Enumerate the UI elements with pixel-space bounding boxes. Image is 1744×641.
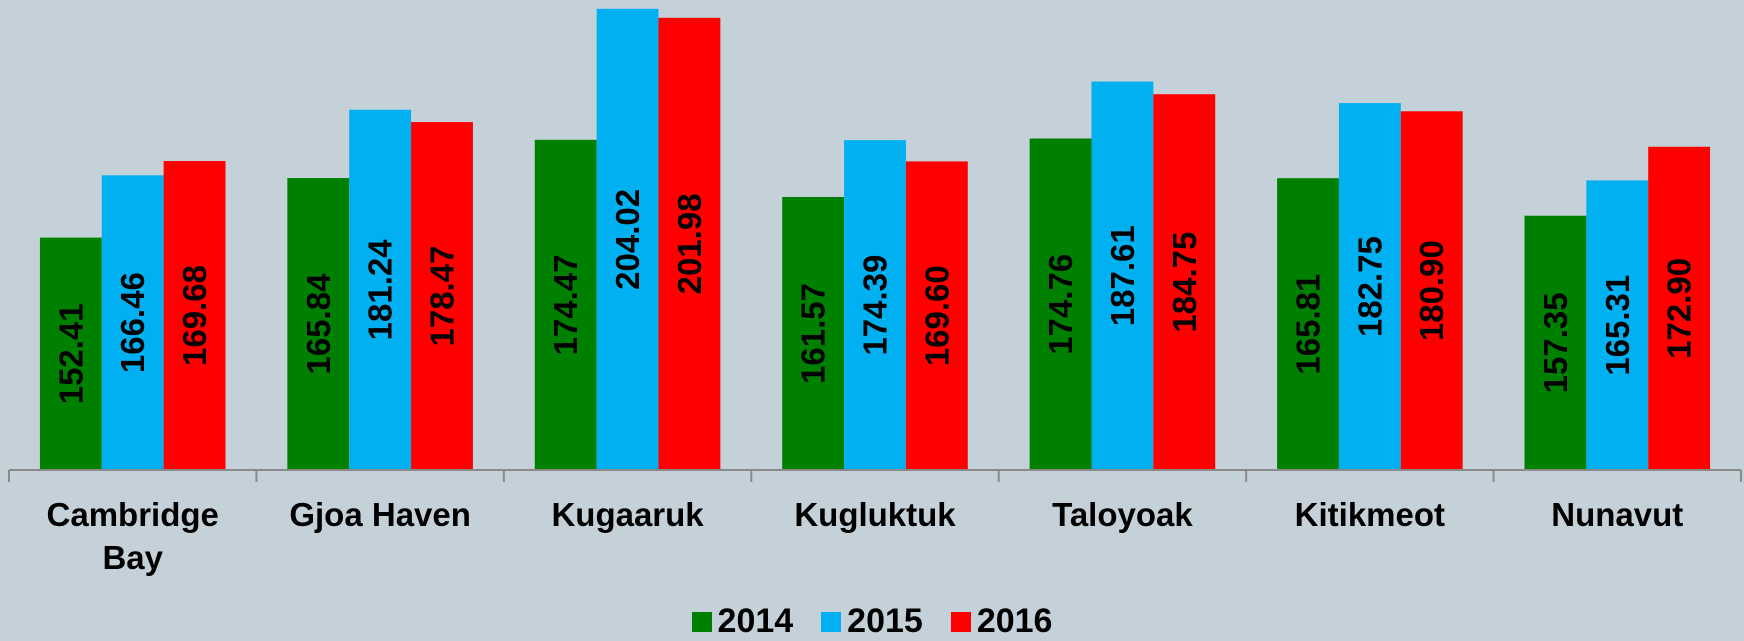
- x-tick-label: Kugluktuk: [794, 496, 956, 533]
- legend-label: 2015: [847, 602, 923, 640]
- data-label: 152.41: [52, 303, 89, 404]
- data-label: 174.76: [1042, 254, 1079, 355]
- x-tick-label-line: Cambridge: [47, 496, 219, 533]
- legend-item: 2015: [821, 602, 923, 641]
- data-label: 165.81: [1290, 274, 1327, 375]
- data-label: 178.47: [424, 246, 461, 347]
- data-label: 157.35: [1537, 292, 1574, 393]
- bar: [1277, 178, 1339, 471]
- data-label: 204.02: [609, 189, 646, 290]
- legend-swatch: [821, 611, 842, 632]
- data-label: 161.57: [795, 283, 832, 384]
- data-label: 166.46: [114, 272, 151, 373]
- data-label: 184.75: [1166, 232, 1203, 333]
- legend-swatch: [691, 611, 712, 632]
- data-label: 172.90: [1661, 258, 1698, 359]
- x-tick-label: Kugaaruk: [551, 496, 704, 533]
- x-tick-label: Nunavut: [1551, 496, 1683, 533]
- bar: [1338, 103, 1401, 470]
- data-label: 180.90: [1413, 240, 1450, 341]
- bar: [101, 175, 164, 471]
- bar: [782, 197, 845, 470]
- x-tick-label: Gjoa Haven: [289, 496, 471, 533]
- bar: [1091, 81, 1154, 471]
- bar: [163, 161, 226, 470]
- data-label: 165.31: [1599, 275, 1636, 376]
- bar: [596, 8, 659, 471]
- bar: [1586, 180, 1649, 471]
- data-label: 169.68: [176, 265, 213, 366]
- legend-label: 2016: [976, 602, 1053, 640]
- legend-item: 2014: [691, 602, 794, 641]
- data-label: 169.60: [918, 265, 955, 366]
- bar: [39, 237, 102, 470]
- bar: [1153, 94, 1216, 471]
- legend-label: 2014: [717, 602, 794, 640]
- x-tick-label-line: Bay: [102, 539, 163, 576]
- x-tick-label: Kitikmeot: [1295, 496, 1445, 533]
- bar: [1648, 146, 1711, 470]
- x-tick-label: Cambridge Bay: [47, 496, 219, 576]
- bar: [905, 161, 968, 470]
- bar: [349, 109, 412, 470]
- data-label: 201.98: [671, 193, 708, 294]
- x-tick-label: Taloyoak: [1052, 496, 1193, 533]
- bar: [1029, 138, 1092, 471]
- bar: [411, 122, 473, 470]
- legend: 2014 2015 2016: [0, 602, 1744, 641]
- bar: [287, 178, 350, 470]
- chart: 152.41 165.84 174.47 161.57 174.76 165.81 157.…: [8, 8, 1742, 576]
- legend-item: 2016: [950, 602, 1053, 641]
- bar: [1524, 215, 1587, 470]
- data-label: 182.75: [1351, 236, 1388, 337]
- data-label: 165.84: [300, 273, 337, 375]
- bar: [844, 140, 906, 471]
- bar: [1400, 111, 1463, 470]
- bar: [658, 17, 721, 471]
- legend-swatch: [950, 611, 971, 632]
- data-label: 187.61: [1104, 225, 1141, 326]
- data-label: 174.47: [547, 254, 584, 355]
- data-label: 181.24: [362, 239, 399, 341]
- bar: [534, 139, 597, 470]
- data-label: 174.39: [857, 255, 894, 356]
